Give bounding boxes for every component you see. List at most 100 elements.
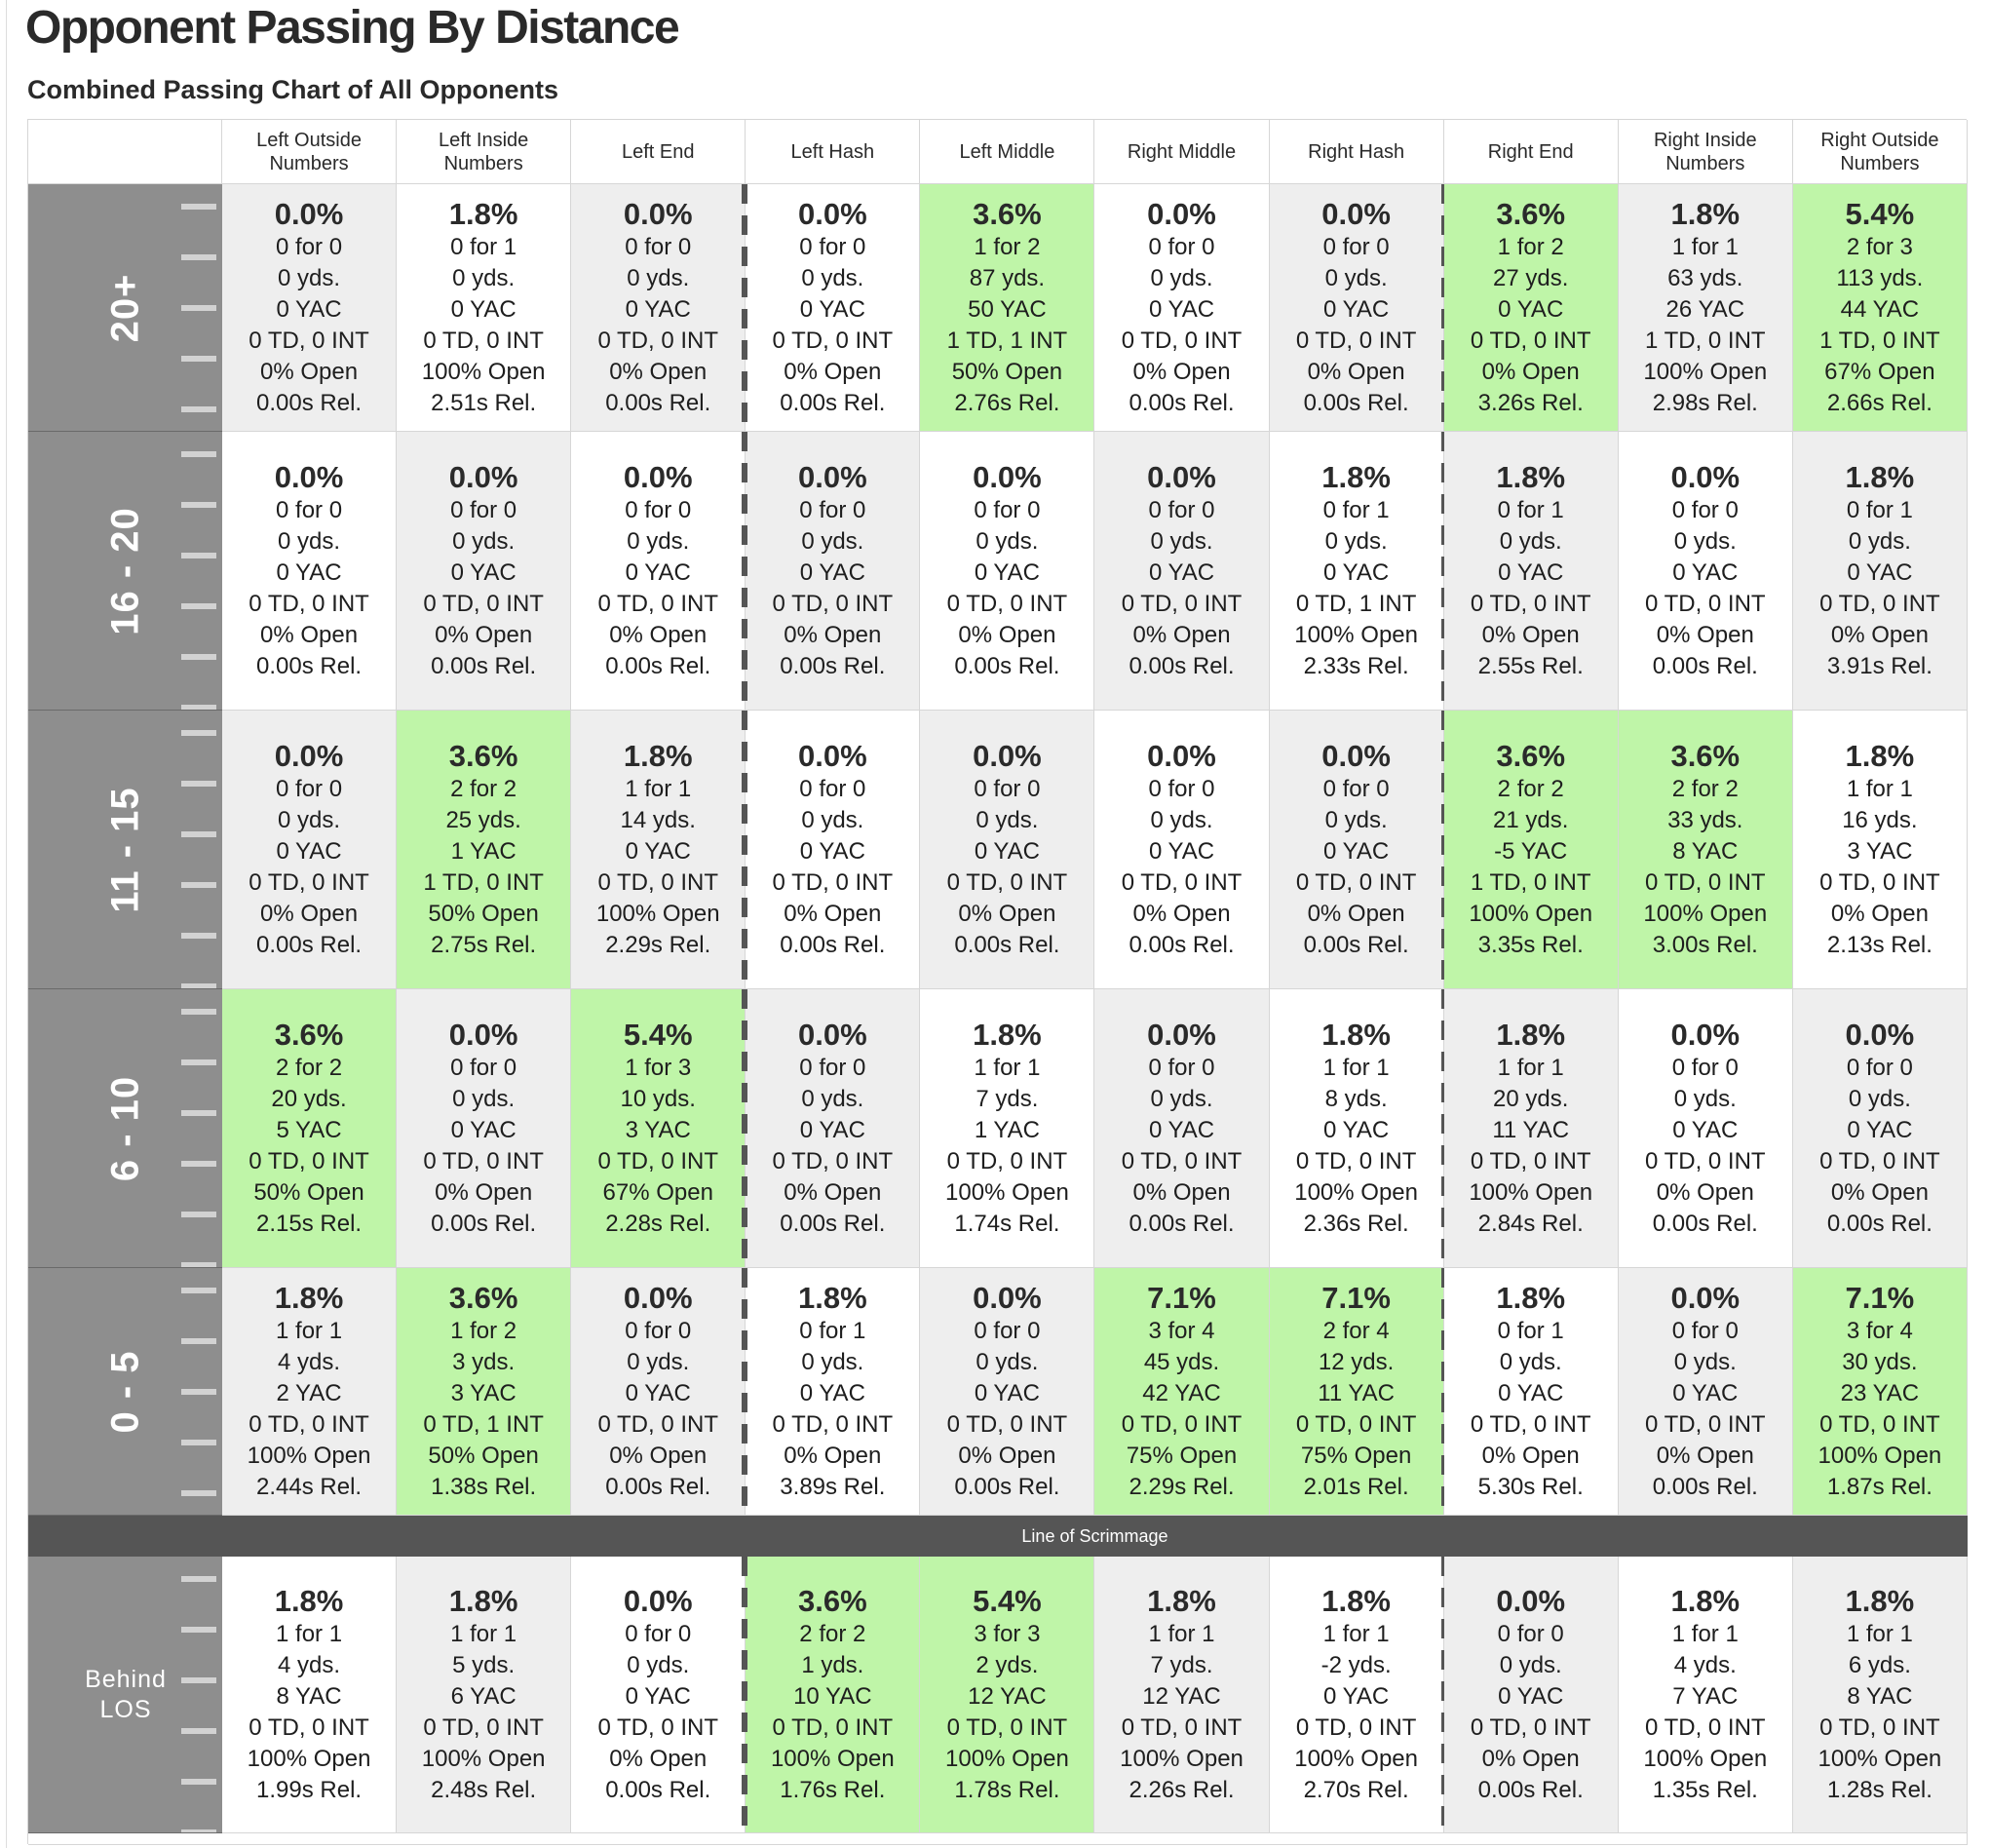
zone-stat-line: 1 YAC (450, 837, 517, 865)
zone-cell: 0.0% 0 for 0 0 yds. 0 YAC 0 TD, 0 INT 0% Open… (920, 1268, 1095, 1516)
zone-target-percent: 0.0% (623, 459, 693, 494)
zone-target-percent: 0.0% (1321, 738, 1391, 773)
zone-cell: 1.8% 1 for 1 4 yds. 2 YAC 0 TD, 0 INT 100% Op… (222, 1268, 398, 1516)
zone-stat-line: 0% Open (1132, 1178, 1231, 1206)
zone-cell: 3.6% 1 for 2 3 yds. 3 YAC 0 TD, 1 INT 50% Ope… (397, 1268, 572, 1516)
zone-stat-line: 1.78s Rel. (954, 1776, 1060, 1803)
zone-stat-line: 0 TD, 0 INT (946, 1147, 1068, 1174)
zone-stat-line: 0 TD, 0 INT (1470, 1147, 1591, 1174)
zone-stat-line: 0.00s Rel. (780, 652, 886, 679)
column-header: Right Outside Numbers (1792, 120, 1968, 184)
zone-stat-line: 0.00s Rel. (1129, 931, 1235, 958)
zone-stat-line: 2.76s Rel. (954, 389, 1060, 416)
zone-stat-line: 3 for 4 (1846, 1317, 1913, 1344)
zone-stat-line: 0.00s Rel. (1129, 652, 1235, 679)
zone-stat-line: 0 TD, 0 INT (1121, 1410, 1243, 1438)
zone-stat-line: 0% Open (260, 358, 359, 385)
zone-stat-line: 75% Open (1126, 1442, 1238, 1469)
zone-stat-line: 0 yds. (1150, 806, 1213, 833)
zone-stat-line: 1.28s Rel. (1826, 1776, 1933, 1803)
zone-stat-line: 0% Open (609, 358, 708, 385)
zone-stat-line: 0 TD, 0 INT (946, 1713, 1068, 1741)
zone-stat-line: 50% Open (951, 358, 1063, 385)
zone-stat-line: 0 TD, 1 INT (423, 1410, 544, 1438)
zone-stat-line: 30 yds. (1842, 1348, 1918, 1375)
column-header: Right Hash (1269, 120, 1444, 184)
zone-target-percent: 0.0% (973, 738, 1042, 773)
zone-stat-line: 0 YAC (276, 295, 342, 323)
zone-stat-line: 0 TD, 0 INT (946, 590, 1068, 617)
zone-stat-line: 0% Open (609, 1442, 708, 1469)
zone-stat-line: 0.00s Rel. (1826, 1210, 1933, 1237)
zone-stat-line: 100% Open (1294, 621, 1418, 648)
zone-cell: 1.8% 1 for 1 -2 yds. 0 YAC 0 TD, 0 INT 100% O… (1269, 1557, 1447, 1833)
zone-stat-line: 1.87s Rel. (1826, 1473, 1933, 1500)
zone-cell: 3.6% 2 for 2 20 yds. 5 YAC 0 TD, 0 INT 50% Op… (222, 989, 398, 1268)
zone-stat-line: 0 TD, 0 INT (1470, 327, 1591, 354)
zone-target-percent: 1.8% (1321, 459, 1391, 494)
zone-stat-line: 0.00s Rel. (780, 389, 886, 416)
column-header: Left Inside Numbers (397, 120, 572, 184)
zone-stat-line: 0 TD, 0 INT (1121, 327, 1243, 354)
zone-target-percent: 1.8% (448, 1583, 518, 1618)
zone-stat-line: 0 yds. (1499, 527, 1562, 555)
zone-target-percent: 3.6% (1496, 196, 1566, 231)
zone-stat-line: 1 for 1 (1497, 1054, 1564, 1081)
yard-ticks (181, 989, 216, 1267)
zone-stat-line: 0 YAC (1847, 558, 1913, 586)
zone-stat-line: 100% Open (1469, 900, 1593, 927)
zone-stat-line: 0.00s Rel. (605, 1473, 711, 1500)
zone-stat-line: 100% Open (421, 1745, 546, 1772)
zone-stat-line: 0 yds. (1150, 264, 1213, 291)
zone-stat-line: 1 for 2 (450, 1317, 517, 1344)
zone-cell: 1.8% 0 for 1 0 yds. 0 YAC 0 TD, 0 INT 0% Open… (1443, 432, 1619, 711)
zone-stat-line: 4 yds. (278, 1348, 341, 1375)
zone-stat-line: 0 YAC (799, 558, 865, 586)
zone-stat-line: 2.84s Rel. (1477, 1210, 1584, 1237)
zone-stat-line: 0% Open (958, 1442, 1056, 1469)
zone-stat-line: 1 TD, 0 INT (1819, 327, 1940, 354)
zone-cell: 0.0% 0 for 0 0 yds. 0 YAC 0 TD, 0 INT 0% Open… (1792, 989, 1968, 1268)
zone-stat-line: 100% Open (945, 1745, 1069, 1772)
zone-stat-line: 0 YAC (1323, 1682, 1390, 1710)
zone-stat-line: 50% Open (253, 1178, 364, 1206)
zone-stat-line: 8 YAC (1847, 1682, 1913, 1710)
zone-target-percent: 0.0% (274, 459, 344, 494)
zone-stat-line: 0 for 0 (799, 496, 866, 523)
zone-stat-line: 0 YAC (1323, 1116, 1390, 1143)
zone-stat-line: 0 TD, 0 INT (249, 327, 369, 354)
row-label-text: 0 - 5 (103, 1349, 147, 1434)
zone-stat-line: 0 YAC (1498, 295, 1564, 323)
zone-target-percent: 1.8% (623, 738, 693, 773)
zone-cell: 0.0% 0 for 0 0 yds. 0 YAC 0 TD, 0 INT 0% Open… (1618, 989, 1793, 1268)
zone-stat-line: 0 YAC (1672, 558, 1739, 586)
zone-stat-line: 0 for 1 (799, 1317, 866, 1344)
zone-stat-line: 100% Open (945, 1178, 1069, 1206)
zone-stat-line: 0 TD, 0 INT (423, 590, 544, 617)
zone-stat-line: 2.98s Rel. (1652, 389, 1758, 416)
zone-target-percent: 0.0% (274, 738, 344, 773)
zone-cell: 0.0% 0 for 0 0 yds. 0 YAC 0 TD, 0 INT 0% Open… (571, 1557, 746, 1833)
page-edge-line (6, 0, 7, 1848)
zone-stat-line: 2.36s Rel. (1303, 1210, 1409, 1237)
zone-stat-line: 100% Open (1643, 900, 1768, 927)
zone-cell: 1.8% 1 for 1 5 yds. 6 YAC 0 TD, 0 INT 100% Op… (397, 1557, 572, 1833)
column-header: Left Outside Numbers (222, 120, 398, 184)
zone-stat-line: 0 TD, 0 INT (772, 590, 894, 617)
zone-stat-line: 63 yds. (1667, 264, 1743, 291)
zone-stat-line: 0 yds. (1150, 527, 1213, 555)
zone-stat-line: 0.00s Rel. (256, 652, 363, 679)
zone-stat-line: 100% Open (770, 1745, 895, 1772)
zone-stat-line: 0 yds. (1324, 806, 1388, 833)
column-header: Left Middle (920, 120, 1095, 184)
zone-stat-line: 7 yds. (976, 1085, 1039, 1112)
zone-stat-line: 100% Open (1818, 1442, 1942, 1469)
line-of-scrimmage-bar: Line of Scrimmage (222, 1516, 1968, 1557)
zone-stat-line: 0 TD, 0 INT (1645, 590, 1766, 617)
zone-stat-line: 0 yds. (452, 264, 516, 291)
zone-stat-line: 4 yds. (278, 1651, 341, 1678)
zone-stat-line: 0 yds. (1150, 1085, 1213, 1112)
zone-stat-line: 7 yds. (1150, 1651, 1213, 1678)
zone-stat-line: 16 yds. (1842, 806, 1918, 833)
zone-stat-line: 3 YAC (450, 1379, 517, 1406)
